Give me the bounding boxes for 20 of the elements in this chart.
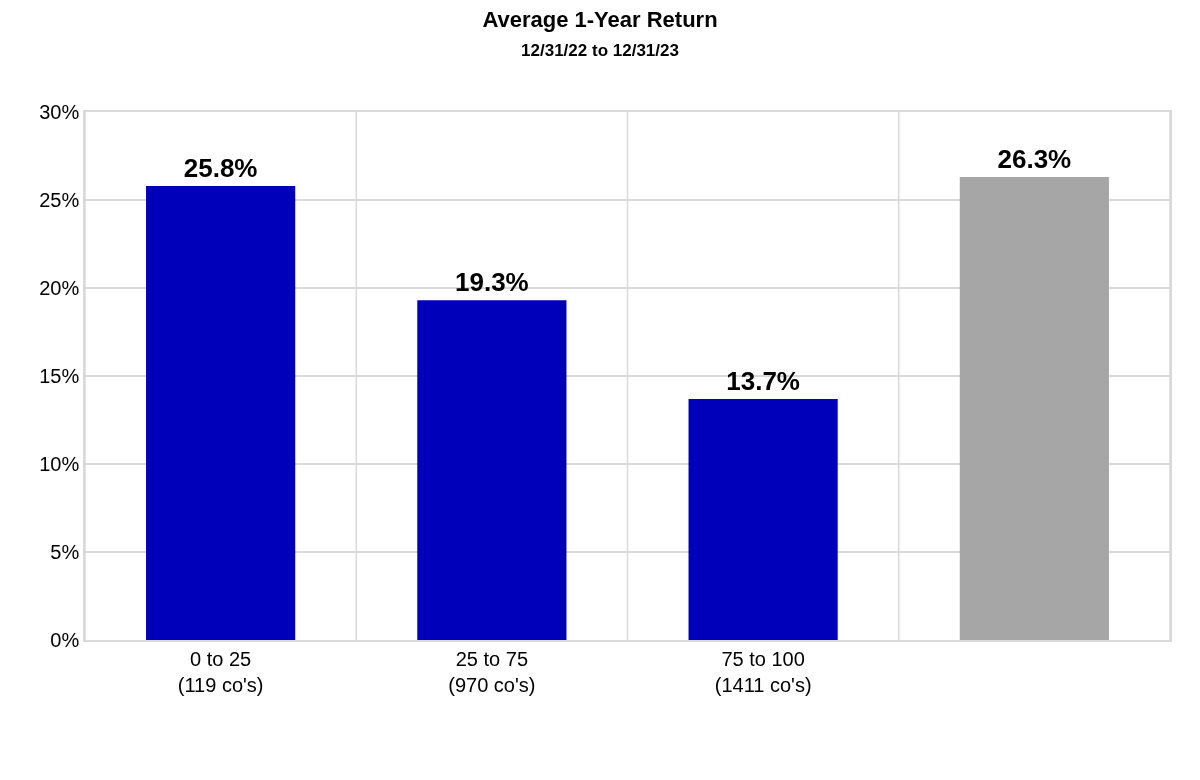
chart-subtitle: 12/31/22 to 12/31/23 bbox=[521, 40, 679, 60]
x-tick-label: 75 to 100 (1411 co's) bbox=[714, 647, 812, 696]
bar bbox=[146, 185, 296, 640]
data-label: 13.7% bbox=[726, 365, 800, 396]
bar bbox=[688, 398, 838, 640]
bar bbox=[959, 177, 1109, 640]
y-tick-label: 15% bbox=[39, 365, 80, 387]
y-tick-label: 5% bbox=[50, 541, 80, 563]
y-tick-label: 10% bbox=[39, 453, 80, 475]
y-tick-label: 0% bbox=[50, 629, 80, 651]
data-label: 19.3% bbox=[455, 267, 529, 298]
x-tick-label: 0 to 25 (119 co's) bbox=[177, 647, 264, 696]
data-label: 26.3% bbox=[997, 144, 1072, 175]
y-tick-label: 20% bbox=[39, 277, 80, 299]
y-tick-label: 30% bbox=[39, 101, 80, 123]
x-tick-label: 25 to 75 (970 co's) bbox=[448, 647, 536, 696]
y-tick-label: 25% bbox=[39, 189, 80, 211]
chart-title: Average 1-Year Return bbox=[482, 7, 718, 33]
data-label: 25.8% bbox=[183, 152, 258, 183]
bar bbox=[417, 300, 567, 640]
